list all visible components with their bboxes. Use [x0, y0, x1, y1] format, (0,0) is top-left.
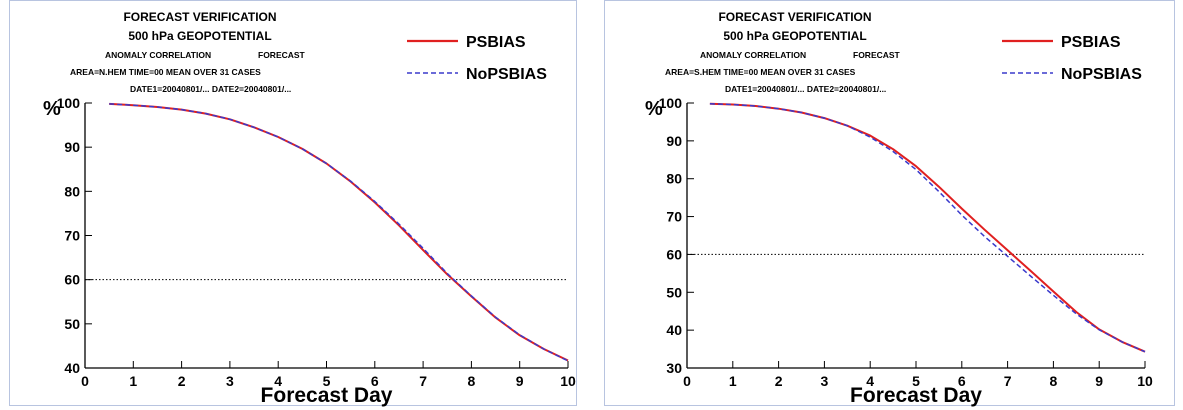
legend-label-nopsbias: NoPSBIAS: [466, 66, 547, 83]
y-tick-label: 100: [57, 95, 81, 111]
legend-label-psbias: PSBIAS: [466, 34, 526, 51]
y-tick-label: 40: [64, 360, 80, 376]
legend-label-psbias: PSBIAS: [1061, 34, 1121, 51]
header-dates: DATE1=20040801/... DATE2=20040801/...: [725, 84, 886, 94]
x-tick-label: 1: [729, 373, 737, 389]
x-tick-label: 9: [516, 373, 524, 389]
x-tick-label: 9: [1095, 373, 1103, 389]
x-tick-label: 7: [1004, 373, 1012, 389]
x-axis-label: Forecast Day: [261, 384, 393, 407]
series-line-nopsbias: [709, 103, 1146, 353]
x-tick-label: 7: [419, 373, 427, 389]
header-field: 500 hPa GEOPOTENTIAL: [723, 29, 866, 43]
x-tick-label: 2: [775, 373, 783, 389]
y-tick-label: 40: [666, 322, 682, 338]
chart-panel-south-hemisphere: FORECAST VERIFICATION 500 hPa GEOPOTENTIA…: [604, 0, 1175, 407]
header-score: ANOMALY CORRELATION: [700, 50, 806, 60]
x-tick-label: 4: [866, 373, 874, 389]
y-tick-label: 60: [64, 272, 80, 288]
y-tick-label: 70: [666, 209, 682, 225]
x-tick-label: 5: [323, 373, 331, 389]
y-tick-label: 70: [64, 228, 80, 244]
x-tick-label: 8: [1050, 373, 1058, 389]
x-tick-label: 3: [226, 373, 234, 389]
header-score: ANOMALY CORRELATION: [105, 50, 211, 60]
y-tick-label: 30: [666, 360, 682, 376]
legend-label-nopsbias: NoPSBIAS: [1061, 66, 1142, 83]
y-axis-label: %: [43, 98, 61, 120]
x-tick-label: 10: [560, 373, 576, 389]
y-tick-label: 60: [666, 246, 682, 262]
chart-south-hemisphere: FORECAST VERIFICATION 500 hPa GEOPOTENTIA…: [645, 10, 1153, 407]
y-tick-label: 80: [64, 183, 80, 199]
y-axis-label: %: [645, 98, 663, 120]
series-line-psbias: [709, 102, 1146, 353]
y-tick-label: 80: [666, 171, 682, 187]
series-line-nopsbias: [109, 103, 569, 362]
header-forecast: FORECAST: [853, 50, 901, 60]
x-tick-label: 0: [683, 373, 691, 389]
chart-north-hemisphere: FORECAST VERIFICATION 500 hPa GEOPOTENTIA…: [43, 10, 576, 407]
header-field: 500 hPa GEOPOTENTIAL: [128, 29, 271, 43]
header-area: AREA=S.HEM TIME=00 MEAN OVER 31 CASES: [665, 67, 856, 77]
x-axis-label: Forecast Day: [850, 384, 982, 407]
header-dates: DATE1=20040801/... DATE2=20040801/...: [130, 84, 291, 94]
x-tick-label: 6: [958, 373, 966, 389]
x-tick-label: 0: [81, 373, 89, 389]
x-tick-label: 6: [371, 373, 379, 389]
x-tick-label: 1: [129, 373, 137, 389]
header-title: FORECAST VERIFICATION: [718, 10, 871, 24]
header-area: AREA=N.HEM TIME=00 MEAN OVER 31 CASES: [70, 67, 261, 77]
x-tick-label: 8: [468, 373, 476, 389]
chart-panel-north-hemisphere: FORECAST VERIFICATION 500 hPa GEOPOTENTIA…: [9, 0, 577, 407]
y-tick-label: 50: [666, 284, 682, 300]
y-tick-label: 90: [64, 139, 80, 155]
header-forecast: FORECAST: [258, 50, 306, 60]
y-tick-label: 50: [64, 316, 80, 332]
series-line-psbias: [109, 102, 569, 362]
header-title: FORECAST VERIFICATION: [123, 10, 276, 24]
y-tick-label: 90: [666, 133, 682, 149]
y-tick-label: 100: [659, 95, 683, 111]
x-tick-label: 2: [178, 373, 186, 389]
x-tick-label: 4: [274, 373, 282, 389]
x-tick-label: 5: [912, 373, 920, 389]
x-tick-label: 10: [1137, 373, 1153, 389]
x-tick-label: 3: [821, 373, 829, 389]
